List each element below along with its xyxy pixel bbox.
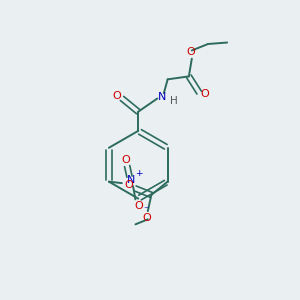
Text: O: O [112, 91, 121, 100]
Text: O: O [134, 201, 143, 211]
Text: O: O [201, 89, 209, 99]
Text: O: O [124, 181, 133, 190]
Text: N: N [127, 175, 135, 184]
Text: O: O [186, 47, 195, 57]
Text: N: N [158, 92, 166, 102]
Text: O: O [142, 213, 151, 223]
Text: ⁻: ⁻ [143, 206, 148, 215]
Text: H: H [170, 96, 177, 106]
Text: +: + [135, 169, 142, 178]
Text: O: O [121, 154, 130, 165]
